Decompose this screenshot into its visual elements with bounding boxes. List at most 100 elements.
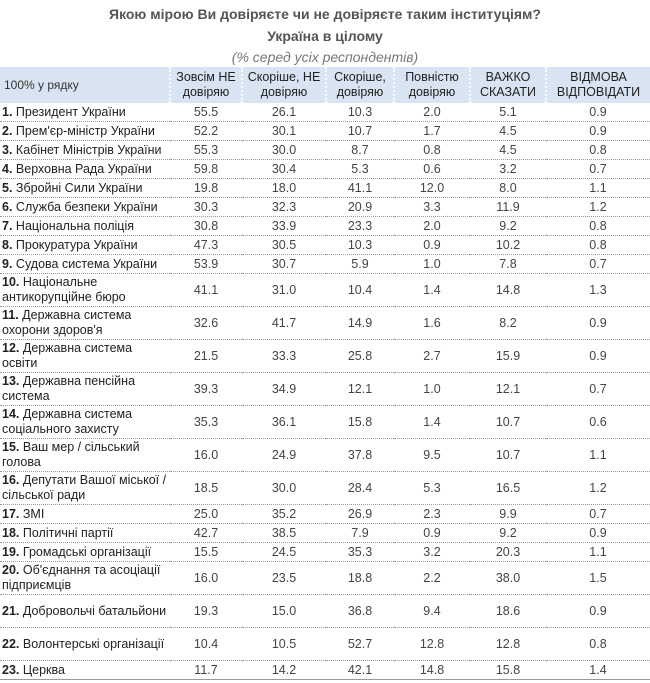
- row-number: 16.: [2, 473, 20, 487]
- cell-value: 12.1: [470, 372, 546, 406]
- cell-value: 0.7: [546, 504, 650, 524]
- cell-value: 1.6: [394, 306, 470, 340]
- cell-value: 5.3: [394, 471, 470, 505]
- row-number: 15.: [2, 440, 20, 454]
- cell-value: 26.9: [326, 504, 394, 524]
- cell-value: 0.9: [546, 103, 650, 122]
- cell-value: 15.9: [470, 339, 546, 373]
- cell-value: 53.9: [170, 254, 242, 274]
- table-row: 3. Кабінет Міністрів України 55.3 30.0 8.7 0…: [0, 140, 650, 160]
- cell-value: 30.5: [242, 235, 326, 255]
- cell-value: 5.9: [326, 254, 394, 274]
- cell-value: 52.2: [170, 121, 242, 141]
- column-header-label: 100% у рядку: [0, 67, 170, 103]
- cell-value: 0.9: [546, 306, 650, 340]
- row-number: 18.: [2, 525, 20, 540]
- cell-value: 9.2: [470, 216, 546, 236]
- cell-value: 1.2: [546, 471, 650, 505]
- cell-value: 8.2: [470, 306, 546, 340]
- row-label-text: Президент України: [15, 104, 126, 119]
- cell-value: 59.8: [170, 159, 242, 179]
- cell-value: 41.7: [242, 306, 326, 340]
- cell-value: 42.7: [170, 523, 242, 543]
- cell-value: 1.5: [546, 561, 650, 595]
- cell-value: 25.0: [170, 504, 242, 524]
- cell-value: 12.8: [470, 627, 546, 661]
- table-row: 18. Політичні партії 42.7 38.5 7.9 0.9 9.2 0.9: [0, 523, 650, 543]
- row-label: 20. Об'єднання та асоціації підприємців: [0, 561, 170, 595]
- cell-value: 38.0: [470, 561, 546, 595]
- cell-value: 38.5: [242, 523, 326, 543]
- cell-value: 11.7: [170, 660, 242, 680]
- row-label-text: Державна система соціального захисту: [2, 407, 133, 436]
- row-label: 13. Державна пенсійна система: [0, 372, 170, 406]
- cell-value: 35.3: [170, 405, 242, 439]
- row-number: 12.: [2, 341, 20, 355]
- row-label-text: Церква: [22, 662, 65, 677]
- cell-value: 25.8: [326, 339, 394, 373]
- cell-value: 9.5: [394, 438, 470, 472]
- row-number: 9.: [2, 256, 13, 271]
- row-label-text: Прем'єр-міністр України: [15, 123, 155, 138]
- row-label: 12. Державна система освіти: [0, 339, 170, 373]
- row-number: 5.: [2, 180, 13, 195]
- row-label-text: Громадські організації: [22, 544, 152, 559]
- table-row: 13. Державна пенсійна система 39.3 34.9 12.…: [0, 372, 650, 406]
- row-label-text: Добровольчі батальйони: [22, 603, 167, 618]
- row-label-text: Прокуратура України: [15, 237, 138, 252]
- row-label-text: Національна поліція: [15, 218, 135, 233]
- cell-value: 36.8: [326, 594, 394, 628]
- table-row: 2. Прем'єр-міністр України 52.2 30.1 10.7 1.…: [0, 121, 650, 141]
- cell-value: 0.9: [394, 235, 470, 255]
- cell-value: 2.3: [394, 504, 470, 524]
- row-label: 3. Кабінет Міністрів України: [0, 140, 170, 160]
- cell-value: 1.4: [394, 405, 470, 439]
- cell-value: 1.7: [394, 121, 470, 141]
- row-number: 22.: [2, 636, 20, 651]
- cell-value: 7.8: [470, 254, 546, 274]
- cell-value: 15.5: [170, 542, 242, 562]
- cell-value: 4.5: [470, 140, 546, 160]
- cell-value: 1.0: [394, 254, 470, 274]
- row-label-text: Верховна Рада України: [15, 161, 152, 176]
- row-number: 4.: [2, 161, 13, 176]
- table-row: 19. Громадські організації 15.5 24.5 35.3 3.…: [0, 542, 650, 562]
- cell-value: 18.6: [470, 594, 546, 628]
- row-label: 5. Збройні Сили України: [0, 178, 170, 198]
- cell-value: 2.0: [394, 103, 470, 122]
- cell-value: 7.9: [326, 523, 394, 543]
- table-row: 6. Служба безпеки України 30.3 32.3 20.9 3.3…: [0, 197, 650, 217]
- table-row: 1. Президент України 55.5 26.1 10.3 2.0 5.1 0.…: [0, 103, 650, 122]
- cell-value: 16.0: [170, 561, 242, 595]
- row-number: 10.: [2, 275, 20, 289]
- cell-value: 30.0: [242, 140, 326, 160]
- cell-value: 5.3: [326, 159, 394, 179]
- cell-value: 10.3: [326, 235, 394, 255]
- cell-value: 2.7: [394, 339, 470, 373]
- cell-value: 15.0: [242, 594, 326, 628]
- table-row: 21. Добровольчі батальйони 19.3 15.0 36.8 9.…: [0, 594, 650, 628]
- row-label-text: Кабінет Міністрів України: [15, 142, 162, 157]
- cell-value: 30.3: [170, 197, 242, 217]
- cell-value: 32.6: [170, 306, 242, 340]
- cell-value: 12.8: [394, 627, 470, 661]
- row-label-text: Служба безпеки України: [15, 199, 158, 214]
- cell-value: 0.9: [394, 523, 470, 543]
- row-label: 2. Прем'єр-міністр України: [0, 121, 170, 141]
- cell-value: 0.6: [394, 159, 470, 179]
- row-label-text: Національне антикорупційне бюро: [2, 275, 126, 304]
- cell-value: 1.4: [546, 660, 650, 680]
- cell-value: 30.8: [170, 216, 242, 236]
- cell-value: 30.1: [242, 121, 326, 141]
- column-header: Скоріше, довіряю: [325, 67, 394, 103]
- cell-value: 35.2: [242, 504, 326, 524]
- row-number: 19.: [2, 544, 20, 559]
- cell-value: 36.1: [242, 405, 326, 439]
- cell-value: 18.8: [326, 561, 394, 595]
- cell-value: 0.9: [546, 523, 650, 543]
- cell-value: 10.4: [326, 273, 394, 307]
- cell-value: 0.9: [546, 121, 650, 141]
- cell-value: 1.1: [546, 542, 650, 562]
- cell-value: 10.7: [470, 405, 546, 439]
- cell-value: 14.9: [326, 306, 394, 340]
